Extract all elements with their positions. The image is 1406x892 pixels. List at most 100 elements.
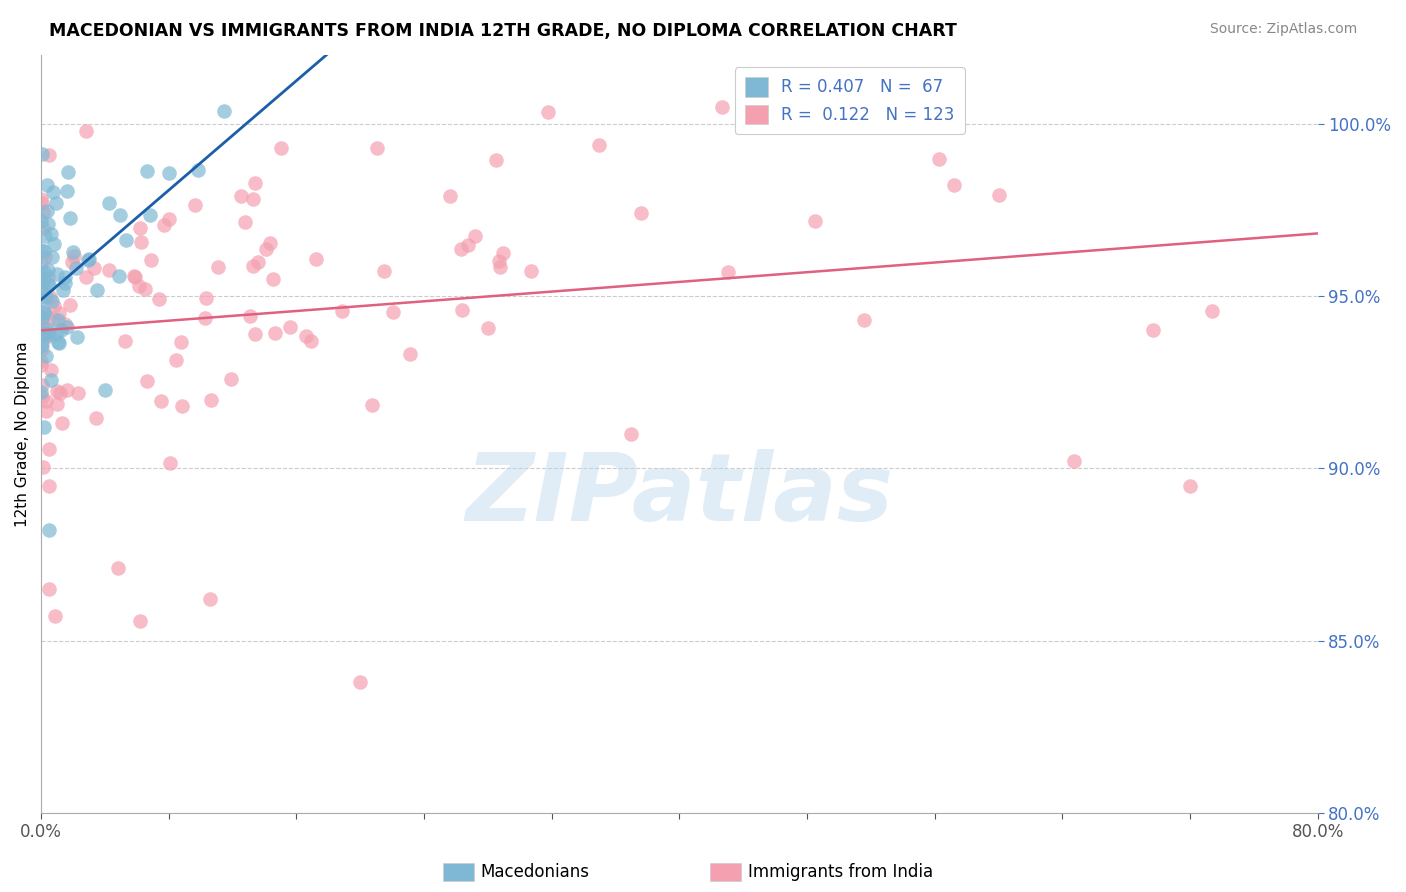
Point: [464, 228, 486, 243]
Point: [37, 322, 59, 336]
Text: Immigrants from India: Immigrants from India: [748, 863, 934, 881]
Point: [48, 386, 70, 401]
Point: [42, 236, 65, 251]
Point: [122, 269, 145, 284]
Point: [37, 263, 59, 277]
Point: [853, 313, 876, 327]
Point: [492, 245, 515, 260]
Point: [187, 162, 209, 177]
Point: [1063, 453, 1085, 467]
Point: [136, 375, 159, 389]
Point: [32, 264, 55, 278]
Point: [488, 254, 510, 268]
Point: [373, 264, 395, 278]
Point: [46, 267, 69, 281]
Point: [30, 193, 52, 207]
Point: [30, 213, 52, 227]
Point: [207, 260, 229, 275]
Point: [243, 327, 266, 342]
Point: [30, 354, 52, 368]
Point: [305, 252, 328, 266]
Point: [484, 153, 506, 167]
Point: [51, 322, 73, 336]
Point: [63, 249, 86, 263]
Point: [56, 384, 79, 398]
Point: [53, 317, 76, 331]
Point: [107, 560, 129, 574]
Point: [53, 276, 76, 290]
Point: [330, 303, 353, 318]
Point: [34, 326, 56, 341]
Point: [39, 227, 62, 241]
Point: [138, 209, 160, 223]
Point: [41, 363, 63, 377]
Point: [34, 326, 56, 340]
Point: [242, 193, 264, 207]
Point: [153, 219, 176, 233]
Point: [37, 178, 59, 193]
Point: [65, 260, 87, 275]
Point: [588, 138, 610, 153]
Point: [38, 479, 60, 493]
Point: [31, 378, 53, 392]
Point: [46, 334, 69, 349]
Point: [620, 427, 643, 442]
Point: [60, 254, 83, 268]
Point: [44, 609, 66, 624]
Point: [55, 319, 77, 334]
Point: [165, 353, 187, 368]
Point: [30, 339, 52, 353]
Point: [399, 347, 422, 361]
Point: [35, 349, 58, 363]
Legend: R = 0.407   N =  67, R =  0.122   N = 123: R = 0.407 N = 67, R = 0.122 N = 123: [734, 67, 965, 134]
Point: [451, 303, 474, 318]
Point: [30, 272, 52, 286]
Point: [194, 291, 217, 305]
Point: [361, 398, 384, 412]
Point: [52, 283, 75, 297]
Point: [31, 459, 53, 474]
Point: [77, 252, 100, 267]
Point: [299, 334, 322, 348]
Point: [38, 290, 60, 304]
Point: [30, 257, 52, 271]
Point: [263, 326, 285, 340]
Point: [32, 244, 55, 258]
Point: [108, 208, 131, 222]
Point: [928, 152, 950, 166]
Point: [34, 309, 56, 323]
Point: [366, 141, 388, 155]
Point: [66, 330, 89, 344]
Point: [129, 220, 152, 235]
Point: [86, 283, 108, 297]
Point: [212, 104, 235, 119]
Point: [30, 244, 52, 258]
Point: [46, 313, 69, 327]
Point: [48, 306, 70, 320]
Point: [39, 373, 62, 387]
Point: [38, 326, 60, 340]
Point: [242, 259, 264, 273]
Point: [83, 261, 105, 276]
Point: [59, 298, 82, 312]
Point: [35, 204, 58, 219]
Point: [183, 198, 205, 212]
Point: [84, 410, 107, 425]
Point: [943, 178, 966, 193]
Point: [56, 165, 79, 179]
Point: [280, 320, 302, 334]
Point: [55, 184, 77, 198]
Point: [35, 404, 58, 418]
Point: [439, 189, 461, 203]
Point: [115, 233, 138, 247]
Point: [139, 252, 162, 267]
Point: [75, 270, 97, 285]
Point: [30, 293, 52, 307]
Point: [246, 254, 269, 268]
Point: [77, 252, 100, 266]
Point: [41, 294, 63, 309]
Text: Macedonians: Macedonians: [481, 863, 591, 881]
Point: [38, 277, 60, 292]
Point: [31, 196, 53, 211]
Point: [200, 591, 222, 606]
